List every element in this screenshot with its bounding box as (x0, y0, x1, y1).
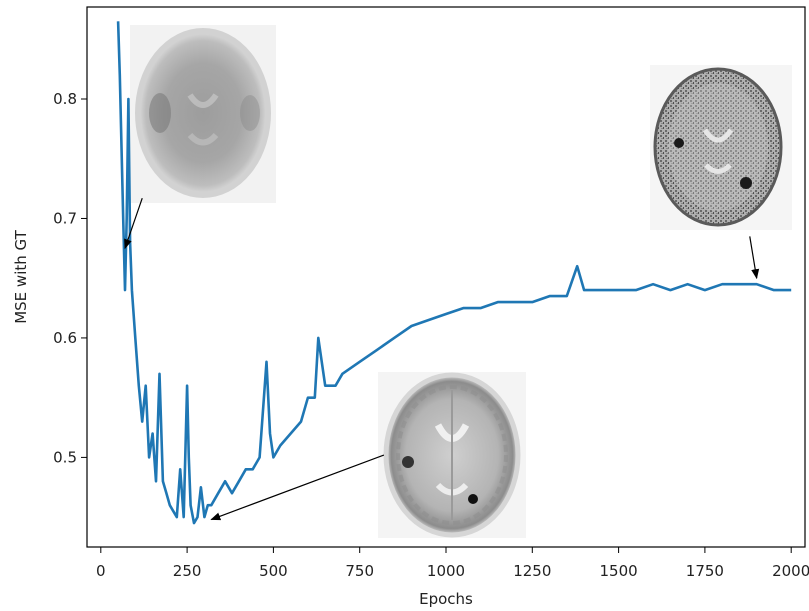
y-tick-label: 0.7 (53, 209, 77, 227)
blurred-brain-scan (130, 25, 276, 203)
x-tick-label: 0 (96, 562, 106, 580)
x-tick-label: 250 (173, 562, 202, 580)
noisy-brain-scan (650, 65, 792, 230)
y-axis: 0.5 0.6 0.7 0.8 (53, 90, 87, 466)
annotation-arrow (210, 454, 385, 521)
x-tick-label: 1000 (427, 562, 465, 580)
annotation-arrows (124, 197, 760, 521)
y-axis-label: MSE with GT (12, 229, 30, 323)
series-line (116, 21, 792, 525)
x-tick-label: 750 (345, 562, 374, 580)
x-tick-label: 1500 (600, 562, 638, 580)
y-tick-label: 0.8 (53, 90, 77, 108)
y-tick-label: 0.5 (53, 448, 77, 466)
x-tick-label: 2000 (772, 562, 809, 580)
x-axis-label: Epochs (419, 590, 473, 608)
annotation-arrow (749, 236, 760, 280)
annotation-arrow (124, 197, 143, 250)
x-axis: 0 250 500 750 1000 1250 1500 1750 2000 (96, 547, 809, 580)
y-tick-label: 0.6 (53, 329, 77, 347)
clear-brain-scan (378, 372, 526, 538)
x-tick-label: 1750 (686, 562, 724, 580)
x-tick-label: 1250 (513, 562, 551, 580)
x-tick-label: 500 (259, 562, 288, 580)
